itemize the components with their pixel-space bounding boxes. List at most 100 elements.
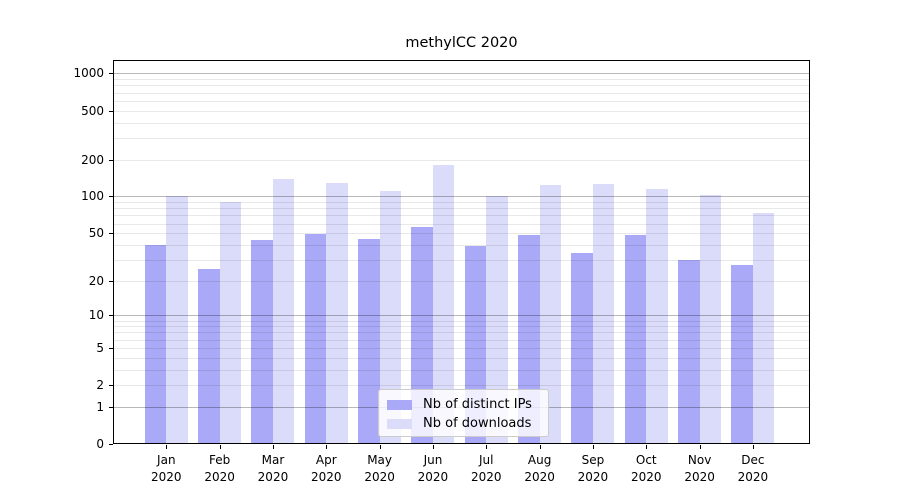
bar-nb-of-distinct-ips <box>304 234 327 444</box>
y-tick-mark <box>109 315 113 317</box>
gridline-minor <box>113 369 810 371</box>
x-tick-mark <box>166 445 168 449</box>
gridline-minor <box>113 357 810 359</box>
y-tick-label: 1000 <box>73 66 104 81</box>
y-tick-mark <box>109 280 113 282</box>
x-tick-label: Apr 2020 <box>311 453 342 484</box>
gridline-minor <box>113 100 810 102</box>
y-tick-label: 100 <box>81 189 104 204</box>
gridline-minor <box>113 137 810 139</box>
gridline-minor <box>113 208 810 210</box>
bar-nb-of-downloads <box>646 189 668 444</box>
gridline-minor <box>113 320 810 322</box>
gridline-minor <box>113 280 810 282</box>
gridline-minor <box>113 85 810 87</box>
gridline-minor <box>113 339 810 341</box>
bar-nb-of-distinct-ips <box>144 244 167 444</box>
legend: Nb of distinct IPs Nb of downloads <box>378 389 549 437</box>
y-tick-mark <box>109 159 113 161</box>
gridline-major <box>113 73 810 75</box>
gridline-minor <box>113 110 810 112</box>
x-tick-mark <box>699 445 701 449</box>
bar-nb-of-downloads <box>432 165 455 444</box>
x-tick-label: Sep 2020 <box>577 453 609 484</box>
bar-nb-of-distinct-ips <box>198 269 220 444</box>
x-tick-mark <box>752 445 754 449</box>
y-tick-mark <box>109 347 113 349</box>
x-tick-label: Dec 2020 <box>737 453 769 484</box>
gridline-minor <box>113 223 810 225</box>
y-tick-mark <box>109 406 113 408</box>
y-tick-label: 500 <box>81 103 104 118</box>
y-tick-label: 50 <box>88 226 104 241</box>
x-tick-mark <box>539 445 541 449</box>
gridline-minor <box>113 244 810 246</box>
x-tick-label: Oct 2020 <box>630 453 662 484</box>
gridline-minor <box>113 122 810 124</box>
y-tick-label: 1 <box>96 399 104 414</box>
gridline-minor <box>113 326 810 328</box>
y-tick-label: 20 <box>88 273 104 288</box>
gridline-minor <box>113 332 810 334</box>
legend-swatch-nb-of-downloads <box>387 418 412 429</box>
gridline-minor <box>113 347 810 349</box>
gridline-minor <box>113 159 810 161</box>
y-tick-mark <box>109 110 113 112</box>
x-tick-label: Jul 2020 <box>470 453 502 484</box>
x-tick-mark <box>272 445 274 449</box>
x-tick-label: Feb 2020 <box>204 453 235 484</box>
x-tick-mark <box>219 445 221 449</box>
bar-nb-of-downloads <box>699 194 722 444</box>
bar-nb-of-downloads <box>219 202 242 444</box>
bar-nb-of-distinct-ips <box>624 235 647 444</box>
x-tick-label: Jan 2020 <box>151 453 182 484</box>
x-tick-mark <box>592 445 594 449</box>
y-tick-mark <box>109 196 113 198</box>
legend-label: Nb of downloads <box>423 416 532 431</box>
x-tick-mark <box>432 445 434 449</box>
bar-nb-of-downloads <box>379 191 402 444</box>
gridline-major <box>113 196 810 198</box>
bar-nb-of-distinct-ips <box>251 239 273 444</box>
x-tick-label: Aug 2020 <box>524 453 555 484</box>
x-tick-label: Mar 2020 <box>257 453 289 484</box>
x-tick-mark <box>486 445 488 449</box>
bar-nb-of-downloads <box>272 178 295 444</box>
x-tick-label: Nov 2020 <box>684 453 715 484</box>
y-tick-label: 200 <box>81 152 104 167</box>
bar-nb-of-downloads <box>592 184 615 444</box>
gridline-minor <box>113 233 810 235</box>
bar-nb-of-downloads <box>539 184 562 444</box>
y-tick-label: 2 <box>96 378 104 393</box>
legend-label: Nb of distinct IPs <box>423 397 532 412</box>
x-tick-label: May 2020 <box>364 453 395 484</box>
bar-nb-of-distinct-ips <box>571 253 593 444</box>
y-tick-label: 0 <box>96 437 104 451</box>
gridline-minor <box>113 202 810 204</box>
legend-item: Nb of downloads <box>387 414 540 433</box>
chart-title: methylCC 2020 <box>405 35 518 51</box>
gridline-minor <box>113 92 810 94</box>
y-tick-mark <box>109 444 113 445</box>
x-tick-mark <box>646 445 648 449</box>
y-tick-label: 10 <box>88 308 104 323</box>
x-tick-mark <box>326 445 328 449</box>
bar-nb-of-downloads <box>752 213 775 444</box>
bar-nb-of-downloads <box>326 182 348 444</box>
gridline-major <box>113 315 810 317</box>
bar-nb-of-downloads <box>486 195 508 444</box>
y-tick-label: 5 <box>96 340 104 355</box>
gridline-minor <box>113 259 810 261</box>
bar-nb-of-distinct-ips <box>358 238 380 444</box>
x-tick-label: Jun 2020 <box>417 453 449 484</box>
plot-area <box>113 60 810 444</box>
y-tick-mark <box>109 385 113 387</box>
gridline-minor <box>113 215 810 217</box>
bar-nb-of-downloads <box>166 196 188 444</box>
grid-layer <box>113 60 810 444</box>
x-tick-mark <box>379 445 381 449</box>
y-tick-mark <box>109 233 113 235</box>
gridline-minor <box>113 385 810 387</box>
y-tick-mark <box>109 73 113 75</box>
